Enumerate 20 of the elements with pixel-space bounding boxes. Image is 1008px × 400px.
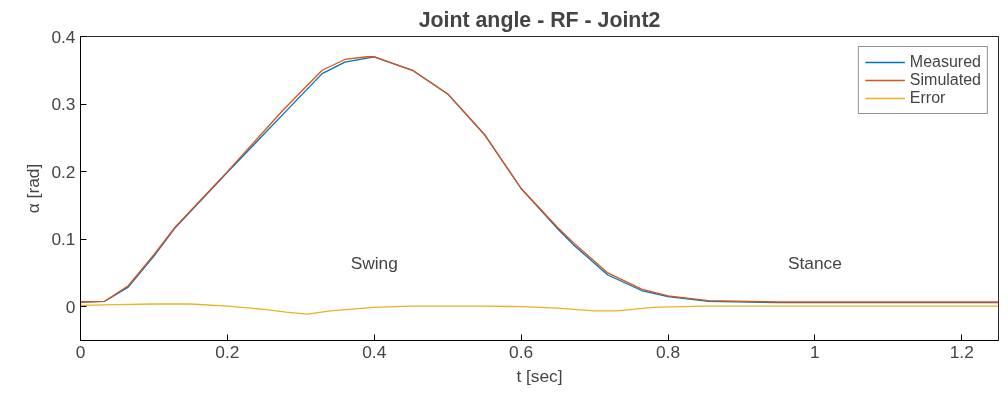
legend-label: Error xyxy=(909,89,946,107)
x-tick-label: 1.2 xyxy=(949,341,974,362)
x-tick-label: 0.2 xyxy=(215,341,240,362)
y-tick-label: 0.2 xyxy=(51,161,76,182)
x-tick-label: 1 xyxy=(810,341,820,362)
annotation: Stance xyxy=(787,252,842,273)
y-tick-label: 0.3 xyxy=(51,94,76,115)
legend-label: Simulated xyxy=(909,71,981,89)
y-tick-label: 0.1 xyxy=(51,229,76,250)
y-tick-label: 0.4 xyxy=(51,26,76,47)
x-tick-label: 0.8 xyxy=(655,341,681,362)
x-axis-title: t [sec] xyxy=(516,365,563,386)
y-axis-title: α [rad] xyxy=(23,163,44,214)
x-tick-label: 0.4 xyxy=(362,341,387,362)
chart-title: Joint angle - RF - Joint2 xyxy=(418,7,661,32)
x-tick-label: 0.6 xyxy=(509,341,534,362)
line-series xyxy=(80,303,999,315)
legend-label: Measured xyxy=(909,53,981,71)
annotation: Swing xyxy=(350,252,398,273)
y-tick-label: 0 xyxy=(65,296,76,317)
